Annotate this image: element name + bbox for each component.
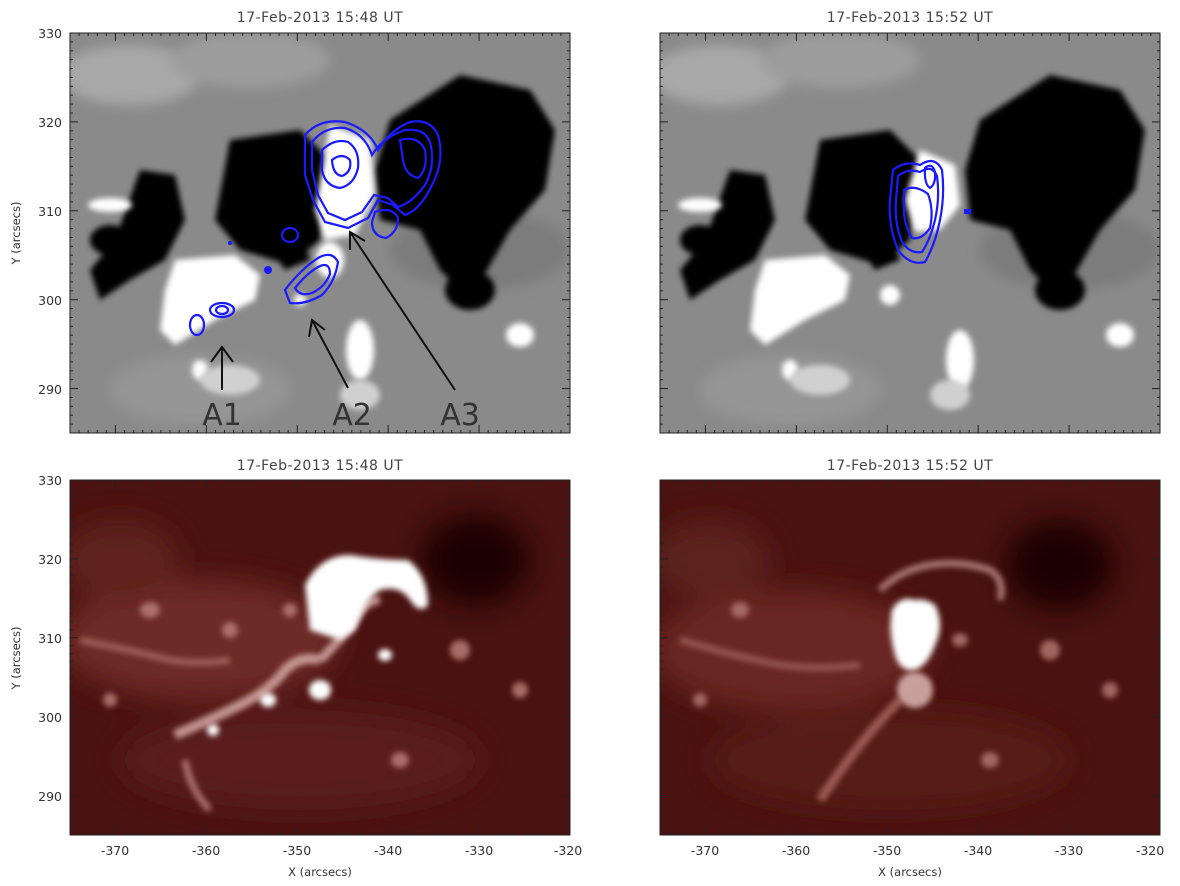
x-tick-label: -340 (964, 843, 992, 858)
y-tick-label: 310 (38, 204, 62, 219)
x-tick-labels-right: -370 -360 -350 -340 -330 -320 (691, 843, 1164, 858)
y-tick-label: 300 (38, 710, 62, 725)
x-tick-label: -320 (1136, 843, 1164, 858)
y-tick-label: 290 (38, 382, 62, 397)
panel-title-top-left: 17-Feb-2013 15:48 UT (237, 10, 403, 26)
x-tick-label: -330 (465, 843, 493, 858)
contours-right (888, 159, 971, 264)
x-tick-label: -340 (374, 843, 402, 858)
panel-title-bottom-right: 17-Feb-2013 15:52 UT (827, 458, 993, 474)
y-tick-labels-bottom: 330 320 310 300 290 (38, 473, 62, 804)
x-tick-label: -370 (101, 843, 129, 858)
axis-ticks (69, 32, 1161, 836)
label-a1: A1 (202, 398, 242, 433)
frame-top-right (659, 32, 1161, 434)
x-tick-label: -350 (283, 843, 311, 858)
magnetogram-image-left (70, 33, 570, 433)
x-tick-label: -360 (192, 843, 220, 858)
y-tick-label: 290 (38, 789, 62, 804)
y-tick-label: 320 (38, 115, 62, 130)
euv-image-left (70, 480, 570, 835)
x-axis-label-left: X (arcsecs) (288, 865, 352, 879)
y-tick-labels-top: 330 320 310 300 290 (38, 26, 62, 397)
x-tick-label: -370 (691, 843, 719, 858)
x-tick-label: -320 (554, 843, 582, 858)
y-axis-label-bottom: Y (arcsecs) (9, 627, 23, 691)
magnetogram-image-right (660, 33, 1160, 433)
y-tick-label: 330 (38, 473, 62, 488)
contours-left (188, 120, 442, 337)
frame-bottom-left (69, 479, 571, 836)
frame-top-left (69, 32, 571, 434)
y-axis-label-top: Y (arcsecs) (9, 202, 23, 266)
y-tick-label: 300 (38, 293, 62, 308)
euv-image-right (660, 480, 1160, 835)
y-tick-label: 310 (38, 631, 62, 646)
x-tick-label: -350 (873, 843, 901, 858)
panel-title-top-right: 17-Feb-2013 15:52 UT (827, 10, 993, 26)
frame-bottom-right (659, 479, 1161, 836)
x-axis-label-right: X (arcsecs) (878, 865, 942, 879)
panel-title-bottom-left: 17-Feb-2013 15:48 UT (237, 458, 403, 474)
y-tick-label: 330 (38, 26, 62, 41)
x-tick-labels-left: -370 -360 -350 -340 -330 -320 (101, 843, 582, 858)
annotation-arrows (210, 230, 456, 391)
y-tick-label: 320 (38, 552, 62, 567)
x-tick-label: -360 (782, 843, 810, 858)
label-a2: A2 (332, 398, 372, 433)
label-a3: A3 (440, 398, 480, 433)
x-tick-label: -330 (1055, 843, 1083, 858)
